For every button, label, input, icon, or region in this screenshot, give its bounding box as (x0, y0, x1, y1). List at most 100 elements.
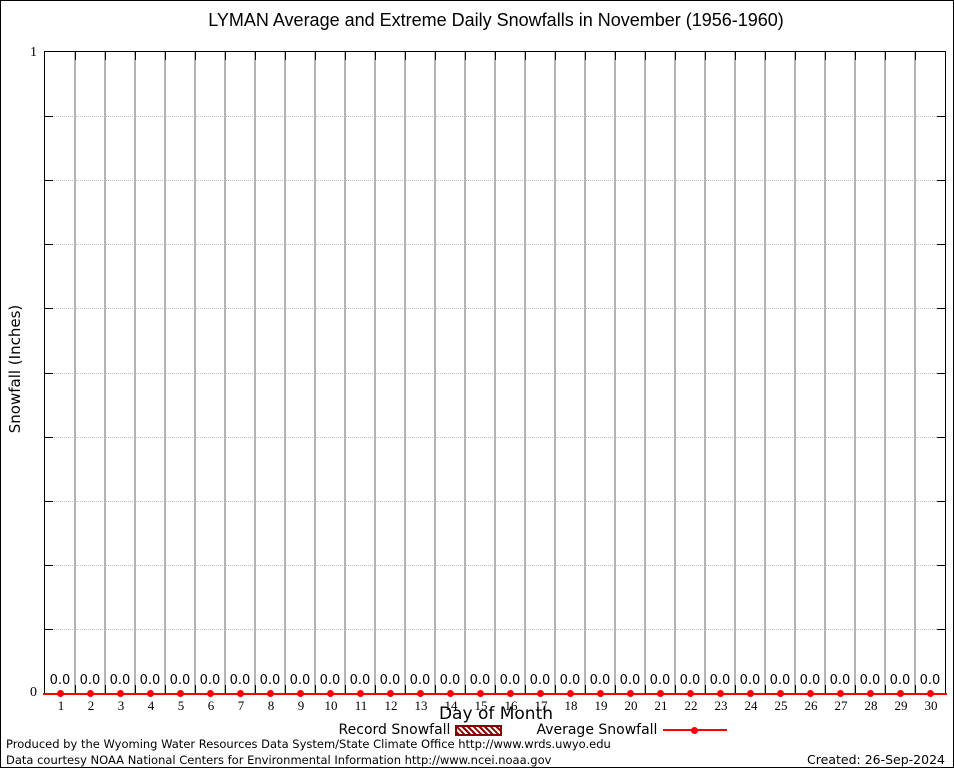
x-tick-label: 19 (594, 698, 608, 713)
x-tick-label: 27 (834, 698, 848, 713)
snowfall-value-label: 0.0 (529, 673, 551, 688)
average-snowfall-point (566, 690, 574, 697)
average-snowfall-point (926, 690, 934, 697)
snowfall-value-label: 0.0 (889, 673, 911, 688)
y-tick-right (937, 116, 945, 118)
average-snowfall-line-swatch-icon (663, 726, 728, 734)
y-tick-left (45, 308, 53, 310)
grid-horizontal-dotted-line (45, 372, 945, 374)
x-tick-bottom (555, 685, 556, 693)
x-tick-top (645, 52, 646, 60)
grid-horizontal-dotted-line (45, 308, 945, 310)
x-tick-top (315, 52, 316, 60)
x-tick-bottom (165, 685, 166, 693)
snowfall-value-label: 0.0 (349, 673, 371, 688)
y-tick-right (937, 372, 945, 374)
x-tick-label: 25 (774, 698, 788, 713)
snowfall-value-label: 0.0 (469, 673, 491, 688)
y-tick-left (45, 244, 53, 246)
y-tick-right (937, 564, 945, 566)
x-tick-bottom (645, 685, 646, 693)
x-tick-top (345, 52, 346, 60)
x-tick-bottom (375, 685, 376, 693)
average-snowfall-point (56, 690, 64, 697)
x-tick-top (375, 52, 376, 60)
average-snowfall-point (746, 690, 754, 697)
x-tick-bottom (405, 685, 406, 693)
y-tick-right (937, 308, 945, 310)
plot-area: 0.0 0.0 0.0 0.0 0.0 0.0 0.0 0.0 0.0 0.0 0.0 0.0 0.0 0… (43, 51, 947, 697)
average-snowfall-point (326, 690, 334, 697)
x-tick-label: 20 (624, 698, 638, 713)
x-tick-bottom (75, 685, 76, 693)
snowfall-value-label: 0.0 (559, 673, 581, 688)
x-tick-label: 10 (324, 698, 338, 713)
footer-produced-by: Produced by the Wyoming Water Resources … (6, 737, 611, 751)
x-tick-bottom (105, 685, 106, 693)
x-tick-top (495, 52, 496, 60)
x-tick-bottom (675, 685, 676, 693)
x-tick-label: 7 (237, 698, 245, 713)
snowfall-value-label: 0.0 (859, 673, 881, 688)
snowfall-value-label: 0.0 (709, 673, 731, 688)
x-tick-label: 16 (504, 698, 518, 713)
x-tick-top (75, 52, 76, 60)
x-tick-label: 15 (474, 698, 488, 713)
snowfall-value-label: 0.0 (829, 673, 851, 688)
snowfall-value-label: 0.0 (109, 673, 131, 688)
y-tick-left (45, 436, 53, 438)
x-tick-bottom (195, 685, 196, 693)
average-snowfall-point (146, 690, 154, 697)
x-tick-top (555, 52, 556, 60)
x-tick-bottom (705, 685, 706, 693)
snowfall-value-label: 0.0 (799, 673, 821, 688)
y-tick-left (45, 628, 53, 630)
x-tick-bottom (435, 685, 436, 693)
grid-horizontal-dotted-line (45, 564, 945, 566)
average-snowfall-point (416, 690, 424, 697)
x-tick-label: 6 (207, 698, 215, 713)
x-tick-top (915, 52, 916, 60)
x-tick-label: 13 (414, 698, 428, 713)
snowfall-value-label: 0.0 (319, 673, 341, 688)
x-tick-bottom (765, 685, 766, 693)
record-snowfall-hatched-swatch-icon (455, 724, 503, 736)
x-tick-label: 23 (714, 698, 728, 713)
y-tick-left (45, 500, 53, 502)
x-tick-top (825, 52, 826, 60)
snowfall-value-label: 0.0 (439, 673, 461, 688)
grid-horizontal-dotted-line (45, 116, 945, 118)
average-snowfall-point (656, 690, 664, 697)
x-tick-bottom (825, 685, 826, 693)
snowfall-value-label: 0.0 (289, 673, 311, 688)
x-tick-top (105, 52, 106, 60)
x-tick-top (795, 52, 796, 60)
x-tick-top (855, 52, 856, 60)
x-tick-label: 21 (654, 698, 668, 713)
snowfall-value-label: 0.0 (49, 673, 71, 688)
average-snowfall-point (476, 690, 484, 697)
snowfall-value-label: 0.0 (259, 673, 281, 688)
x-tick-label: 12 (384, 698, 398, 713)
x-tick-label: 17 (534, 698, 548, 713)
legend-average-label: Average Snowfall (536, 722, 658, 738)
y-tick-left (45, 180, 53, 182)
snowfall-value-label: 0.0 (409, 673, 431, 688)
y-axis-title: Snowfall (Inches) (6, 304, 24, 434)
y-tick-right (937, 500, 945, 502)
x-tick-top (135, 52, 136, 60)
average-snowfall-point (776, 690, 784, 697)
y-tick-left (45, 116, 53, 118)
x-tick-label: 1 (57, 698, 65, 713)
x-tick-top (435, 52, 436, 60)
x-tick-label: 29 (894, 698, 908, 713)
x-tick-bottom (735, 685, 736, 693)
x-tick-top (735, 52, 736, 60)
x-tick-bottom (255, 685, 256, 693)
x-tick-label: 24 (744, 698, 758, 713)
x-tick-label: 8 (267, 698, 275, 713)
grid-horizontal-dotted-line (45, 436, 945, 438)
grid-horizontal-dotted-line (45, 180, 945, 182)
x-tick-bottom (495, 685, 496, 693)
